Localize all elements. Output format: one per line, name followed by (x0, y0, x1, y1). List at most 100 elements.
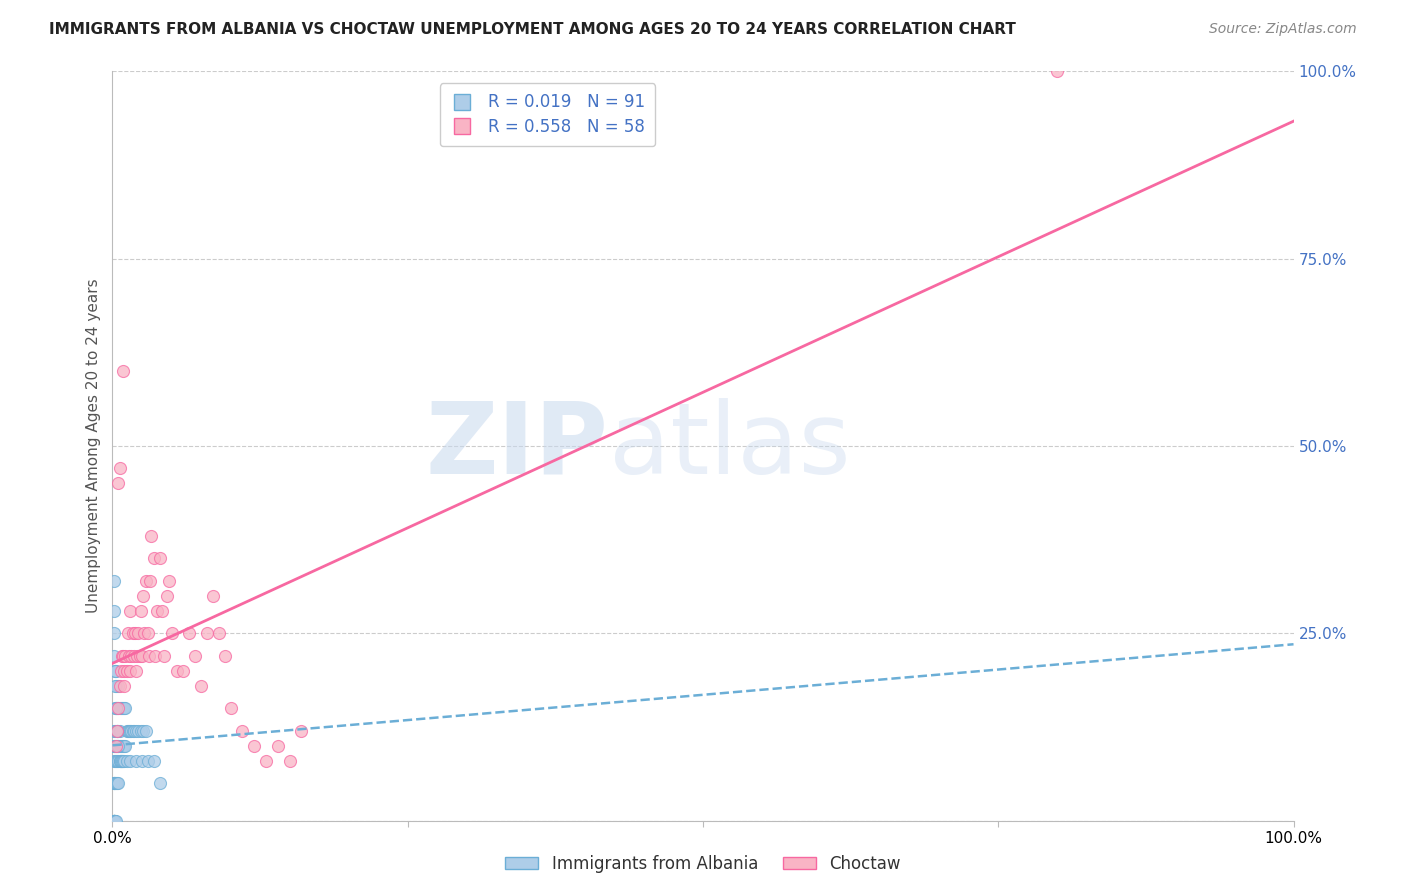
Point (122, 723, 145, 738)
Point (112, 754, 135, 768)
Point (114, 648, 136, 663)
Point (157, 574, 180, 588)
Point (134, 626, 156, 640)
Point (103, 739, 125, 753)
Point (132, 723, 155, 738)
Point (127, 648, 149, 663)
Text: ZIP: ZIP (426, 398, 609, 494)
Point (135, 574, 157, 588)
Point (166, 664, 188, 678)
Point (111, 648, 134, 663)
Point (160, 626, 183, 640)
Point (107, 723, 129, 738)
Point (254, 754, 277, 768)
Point (139, 574, 162, 588)
Point (105, 723, 128, 738)
Point (142, 551, 165, 566)
Point (214, 648, 236, 663)
Point (103, 776, 125, 790)
Point (190, 679, 212, 693)
Point (105, 739, 128, 753)
Point (117, 723, 139, 738)
Point (110, 754, 132, 768)
Point (172, 664, 194, 678)
Point (112, 739, 135, 753)
Point (105, 776, 128, 790)
Point (120, 723, 142, 738)
Point (105, 664, 128, 678)
Point (184, 648, 207, 663)
Point (1046, 64, 1069, 78)
Point (127, 723, 149, 738)
Point (105, 776, 128, 790)
Point (114, 739, 136, 753)
Point (111, 739, 134, 753)
Point (131, 754, 153, 768)
Point (107, 754, 129, 768)
Point (156, 589, 179, 603)
Point (124, 626, 146, 640)
Point (105, 754, 128, 768)
Point (146, 604, 169, 618)
Point (121, 626, 143, 640)
Point (122, 648, 145, 663)
Point (107, 776, 129, 790)
Point (129, 604, 152, 618)
Point (105, 739, 128, 753)
Point (112, 664, 135, 678)
Legend: Immigrants from Albania, Choctaw: Immigrants from Albania, Choctaw (498, 848, 908, 880)
Point (103, 739, 125, 753)
Point (107, 701, 129, 715)
Point (108, 739, 131, 753)
Point (103, 754, 125, 768)
Point (112, 364, 135, 378)
Point (179, 626, 201, 640)
Point (153, 648, 176, 663)
Point (107, 739, 129, 753)
Point (104, 754, 127, 768)
Point (105, 701, 128, 715)
Point (103, 814, 125, 828)
Point (120, 648, 142, 663)
Point (112, 648, 135, 663)
Point (115, 723, 138, 738)
Point (110, 754, 132, 768)
Y-axis label: Unemployment Among Ages 20 to 24 years: Unemployment Among Ages 20 to 24 years (86, 278, 101, 614)
Point (201, 589, 224, 603)
Point (104, 776, 127, 790)
Point (128, 648, 150, 663)
Point (131, 648, 153, 663)
Point (120, 664, 142, 678)
Point (108, 754, 131, 768)
Point (290, 723, 312, 738)
Point (103, 626, 125, 640)
Point (104, 814, 127, 828)
Point (114, 701, 136, 715)
Point (103, 814, 125, 828)
Point (127, 626, 149, 640)
Point (120, 604, 142, 618)
Point (125, 723, 148, 738)
Point (120, 723, 142, 738)
Point (267, 739, 290, 753)
Point (132, 589, 155, 603)
Text: atlas: atlas (609, 398, 851, 494)
Point (107, 476, 129, 491)
Point (118, 648, 141, 663)
Point (149, 776, 172, 790)
Point (103, 814, 125, 828)
Point (150, 604, 173, 618)
Point (108, 679, 131, 693)
Point (104, 664, 127, 678)
Point (103, 648, 125, 663)
Point (243, 739, 266, 753)
Point (103, 814, 125, 828)
Text: IMMIGRANTS FROM ALBANIA VS CHOCTAW UNEMPLOYMENT AMONG AGES 20 TO 24 YEARS CORREL: IMMIGRANTS FROM ALBANIA VS CHOCTAW UNEMP… (49, 22, 1017, 37)
Point (208, 626, 231, 640)
Point (195, 626, 218, 640)
Point (107, 739, 129, 753)
Point (136, 754, 159, 768)
Point (105, 679, 128, 693)
Point (103, 574, 125, 588)
Point (103, 723, 125, 738)
